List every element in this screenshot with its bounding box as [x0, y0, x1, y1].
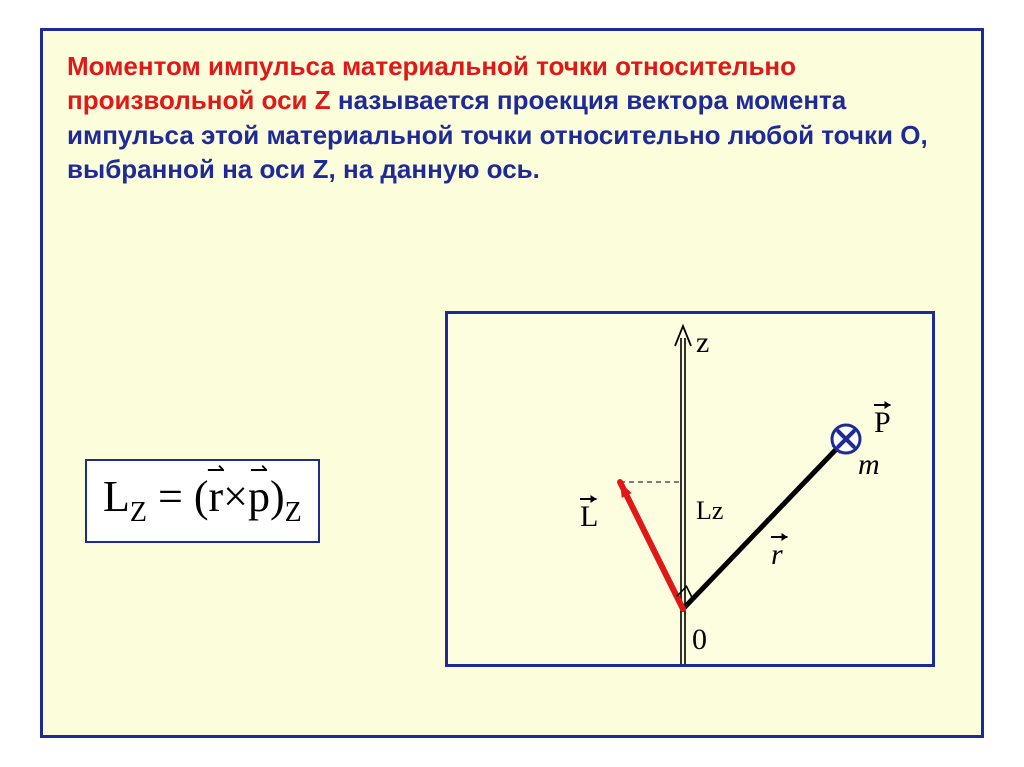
formula-times: ×	[223, 472, 248, 521]
slide-frame: Моментом импульса материальной точки отн…	[40, 28, 984, 738]
formula-close-sub: Z	[285, 497, 302, 528]
formula-p-vec: ⇀p	[248, 471, 270, 522]
svg-text:Lz: Lz	[696, 496, 723, 525]
formula-r-vec: ⇀r	[208, 471, 223, 522]
definition-text: Моментом импульса материальной точки отн…	[67, 49, 947, 186]
svg-text:m: m	[858, 448, 880, 481]
vector-diagram: z Lz r LmP 0	[445, 311, 935, 667]
formula-L: L	[103, 472, 130, 521]
svg-text:P: P	[874, 406, 891, 439]
vector-arrow-icon: ⇀	[250, 465, 268, 475]
svg-text:z: z	[696, 326, 709, 359]
formula-L-sub: Z	[130, 497, 147, 528]
svg-text:L: L	[580, 500, 598, 533]
diagram-svg: z Lz r LmP 0	[448, 314, 932, 664]
svg-text:r: r	[771, 538, 783, 571]
vector-arrow-icon: ⇀	[207, 465, 225, 475]
formula-eq: = (	[147, 472, 208, 521]
formula-close: )	[270, 472, 285, 521]
formula-box: LZ = (⇀r×⇀p)Z	[85, 459, 320, 543]
svg-text:0: 0	[692, 623, 707, 656]
